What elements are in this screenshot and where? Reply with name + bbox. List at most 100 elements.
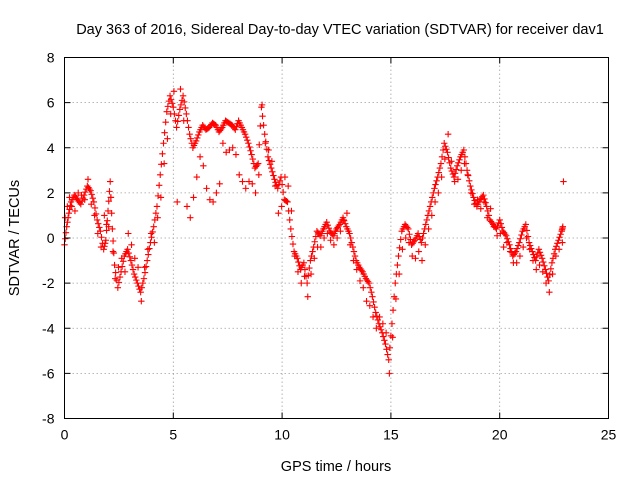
data-point (373, 325, 380, 332)
data-point (536, 249, 544, 256)
data-point (528, 245, 535, 252)
data-point (452, 166, 460, 173)
data-point (131, 255, 138, 262)
data-point (559, 223, 567, 230)
data-point (381, 337, 388, 344)
data-point (124, 246, 131, 253)
data-point (142, 263, 150, 270)
data-point (148, 234, 155, 241)
data-point (533, 266, 540, 273)
data-point (177, 85, 184, 93)
chart-title: Day 363 of 2016, Sidereal Day-to-day VTE… (76, 22, 604, 38)
data-point (169, 100, 176, 107)
data-point (134, 264, 142, 271)
data-point (555, 237, 562, 244)
data-point (388, 320, 396, 327)
data-point (269, 168, 276, 176)
data-point (173, 124, 180, 131)
data-point (376, 323, 384, 330)
data-point (383, 346, 390, 353)
data-point (137, 288, 144, 296)
data-point (242, 134, 250, 141)
data-point (530, 251, 537, 258)
data-point (404, 224, 411, 231)
data-point (511, 249, 519, 257)
data-point (196, 153, 204, 160)
data-point (382, 340, 389, 348)
data-point (187, 135, 194, 142)
data-point (523, 234, 530, 242)
data-point (149, 228, 156, 236)
data-point (125, 230, 132, 237)
data-point (533, 253, 540, 261)
data-point (105, 223, 112, 230)
data-point (371, 303, 378, 311)
data-point (121, 268, 129, 276)
data-point (396, 244, 403, 251)
data-point (62, 229, 70, 236)
data-point (385, 356, 392, 364)
data-point (441, 140, 448, 147)
data-point (409, 252, 416, 260)
data-point (312, 233, 320, 240)
data-point (91, 212, 98, 219)
data-point (356, 277, 364, 285)
data-point (271, 176, 278, 183)
data-point (522, 221, 530, 228)
data-point (193, 173, 201, 181)
data-point (278, 203, 285, 210)
data-point (109, 248, 117, 255)
data-point (311, 255, 318, 262)
data-point (448, 167, 456, 175)
data-point (431, 198, 439, 206)
data-point (505, 238, 512, 245)
data-point (370, 298, 377, 306)
data-point (365, 279, 373, 287)
data-point (184, 117, 191, 124)
data-point (443, 146, 450, 153)
data-point (325, 225, 333, 232)
axis-ticks: 0 5 10 15 20 25 -8 -6 -4 -2 0 2 4 6 8 (42, 50, 616, 443)
data-point (161, 129, 168, 136)
data-point (261, 131, 268, 138)
data-point (307, 257, 314, 264)
data-point (232, 151, 240, 158)
data-point (554, 240, 561, 247)
data-point (497, 220, 504, 227)
data-point (153, 203, 161, 210)
data-point (468, 186, 475, 194)
data-point (264, 153, 272, 160)
data-point (368, 288, 375, 296)
data-point (152, 209, 160, 217)
data-point (65, 209, 73, 217)
data-point (284, 182, 292, 190)
data-point (254, 160, 262, 167)
data-point (139, 279, 147, 287)
x-tick-label: 20 (492, 427, 508, 443)
data-point (548, 259, 556, 267)
data-point (118, 263, 126, 270)
data-point (114, 284, 122, 291)
data-point (498, 224, 506, 231)
data-point (537, 252, 545, 259)
data-point (500, 243, 507, 251)
data-point (503, 232, 510, 239)
data-point (373, 313, 380, 320)
data-point (366, 302, 373, 309)
data-point (104, 207, 112, 215)
data-point (399, 246, 406, 253)
data-point (347, 234, 354, 242)
data-point (258, 101, 266, 109)
data-point (219, 140, 227, 147)
data-point (67, 202, 74, 209)
data-point (104, 217, 111, 224)
data-point (259, 112, 266, 120)
data-point (288, 233, 296, 240)
data-point (410, 238, 417, 245)
data-point (203, 185, 210, 192)
data-point (455, 159, 462, 166)
data-point (436, 164, 444, 172)
data-point (62, 235, 69, 242)
data-point (132, 273, 139, 281)
data-point (549, 270, 556, 278)
